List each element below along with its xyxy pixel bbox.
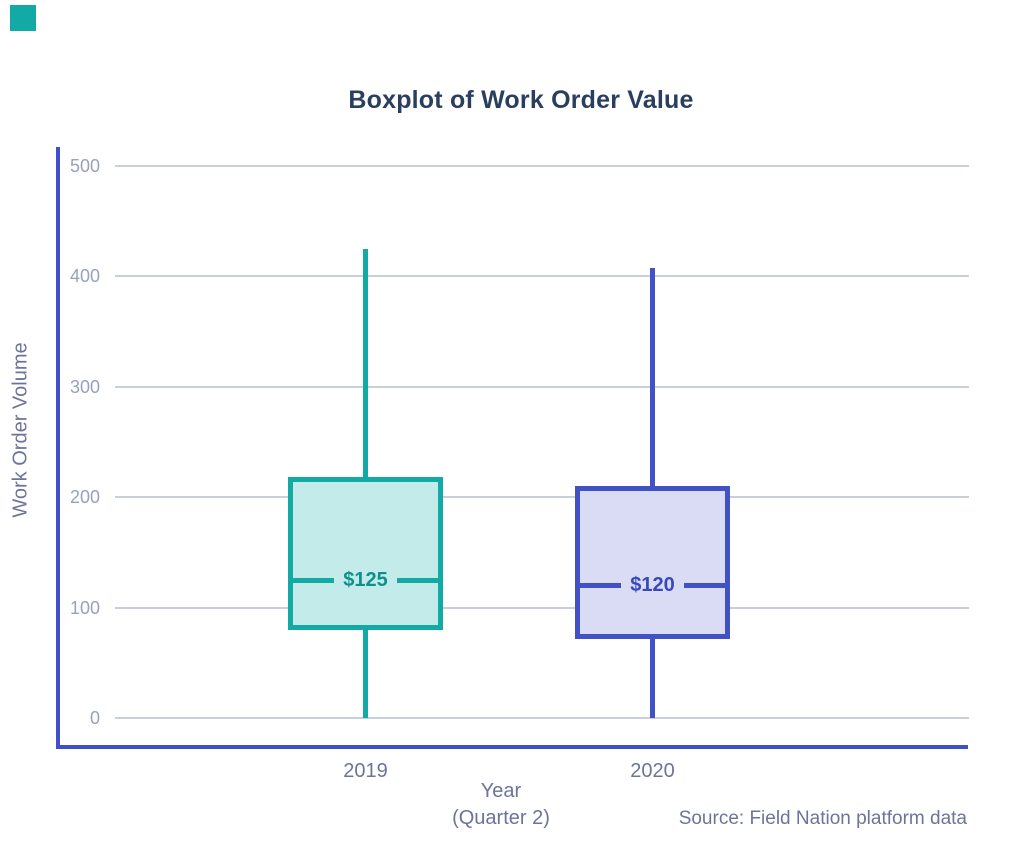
y-tick-label: 200 (69, 487, 100, 508)
x-axis-line (56, 745, 968, 749)
y-gridline (115, 275, 969, 278)
x-axis-title-line2: (Quarter 2) (452, 807, 550, 829)
x-axis-title-line1: Year (480, 780, 522, 802)
median-line-segment (577, 583, 622, 589)
median-value-label: $125 (343, 568, 388, 591)
median-line-segment (683, 583, 728, 589)
y-tick-label: 300 (69, 376, 100, 397)
median-row: $125 (290, 567, 441, 593)
y-tick-label: 500 (69, 156, 100, 176)
median-row: $120 (577, 573, 728, 599)
iqr-box (288, 477, 443, 630)
y-gridline (115, 385, 969, 388)
source-note: Source: Field Nation platform data (678, 808, 967, 829)
y-gridline (115, 717, 969, 719)
median-value-label: $120 (630, 574, 675, 597)
y-gridline (115, 165, 969, 167)
iqr-box (575, 486, 730, 639)
x-tick-label: 2019 (343, 760, 388, 782)
y-gridline (115, 606, 969, 609)
y-tick-label: 0 (89, 708, 100, 728)
chart-title: Boxplot of Work Order Value (348, 86, 694, 114)
y-tick-label: 400 (69, 266, 100, 287)
brand-mark (10, 5, 36, 31)
y-gridline (115, 496, 969, 499)
median-line-segment (290, 577, 335, 583)
y-tick-label: 100 (69, 597, 100, 618)
x-axis-title: Year (Quarter 2) (452, 778, 550, 832)
x-tick-label: 2020 (630, 760, 675, 782)
y-axis-title: Work Order Volume (9, 342, 32, 518)
median-line-segment (396, 577, 441, 583)
y-axis-line (56, 147, 60, 749)
